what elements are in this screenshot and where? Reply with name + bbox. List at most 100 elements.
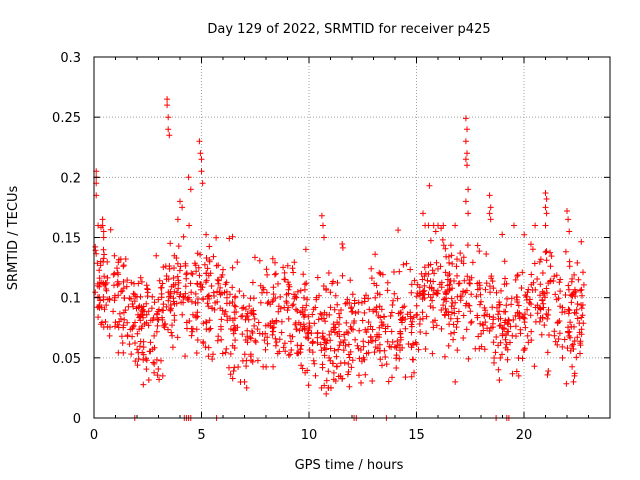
data-point	[427, 278, 434, 285]
data-point	[243, 313, 250, 320]
data-point	[132, 319, 138, 326]
data-point	[517, 326, 524, 333]
data-point	[366, 306, 373, 313]
data-point	[111, 292, 118, 299]
data-point	[579, 302, 586, 308]
data-point	[580, 281, 587, 288]
data-point	[410, 314, 417, 321]
data-point	[293, 326, 300, 333]
data-point	[365, 339, 372, 346]
data-point	[449, 260, 456, 267]
data-point	[203, 319, 210, 326]
data-point	[442, 305, 449, 312]
data-point	[175, 243, 182, 250]
data-point	[122, 307, 129, 314]
data-point	[302, 246, 309, 253]
data-point	[203, 231, 210, 238]
data-point	[166, 293, 173, 300]
data-point	[553, 272, 560, 279]
data-point	[574, 259, 581, 266]
data-point	[348, 305, 354, 312]
data-point	[197, 251, 204, 258]
data-point	[515, 302, 522, 309]
data-point	[321, 352, 328, 359]
data-point	[160, 264, 167, 271]
data-point	[145, 308, 152, 315]
data-point	[112, 323, 118, 330]
data-point	[507, 339, 513, 346]
data-point	[359, 317, 366, 324]
data-point	[159, 314, 165, 321]
data-point	[363, 292, 369, 299]
data-point	[463, 326, 470, 333]
data-point	[171, 317, 178, 324]
data-point	[183, 319, 190, 326]
data-point	[457, 250, 464, 257]
data-point	[126, 295, 133, 302]
data-point	[342, 300, 349, 307]
data-point	[578, 326, 585, 333]
data-point	[124, 277, 131, 284]
data-point	[496, 322, 503, 329]
data-point	[509, 370, 516, 377]
data-point	[179, 311, 186, 318]
data-point	[487, 289, 494, 296]
data-point	[243, 363, 250, 370]
data-point	[400, 261, 407, 268]
data-point	[289, 302, 296, 309]
data-point	[158, 284, 165, 291]
data-point	[345, 360, 352, 367]
data-point	[158, 357, 164, 364]
data-point	[306, 320, 313, 327]
data-point	[501, 258, 508, 265]
data-point	[217, 305, 224, 312]
data-point	[444, 282, 451, 289]
data-point	[356, 327, 363, 334]
data-point	[411, 369, 417, 376]
data-point	[498, 287, 504, 294]
data-point	[503, 341, 510, 348]
data-point	[395, 310, 402, 317]
data-point	[323, 377, 330, 384]
data-point	[563, 380, 570, 387]
data-point	[232, 337, 239, 344]
data-point	[570, 378, 577, 385]
data-point	[573, 310, 580, 317]
data-point	[557, 276, 564, 283]
data-point	[247, 351, 254, 358]
data-point	[473, 293, 480, 300]
data-point	[522, 324, 529, 331]
data-point	[341, 359, 348, 366]
data-point	[381, 347, 388, 354]
data-point	[134, 330, 141, 337]
data-point	[429, 267, 436, 274]
data-point	[114, 269, 121, 276]
data-point	[569, 363, 576, 370]
data-point	[478, 298, 484, 305]
data-point	[383, 361, 390, 368]
data-point	[340, 339, 347, 346]
data-point	[293, 350, 300, 357]
data-point	[479, 321, 486, 328]
data-point	[272, 342, 279, 349]
data-point	[580, 269, 586, 276]
data-point	[132, 358, 139, 365]
data-point	[509, 332, 516, 339]
data-point	[170, 275, 177, 281]
data-point	[238, 313, 245, 320]
x-tick-label: 10	[301, 428, 318, 443]
data-point	[502, 275, 508, 282]
data-point	[160, 322, 167, 329]
data-point	[204, 265, 211, 272]
data-point	[172, 281, 179, 288]
data-point	[188, 332, 195, 339]
x-tick-label: 0	[90, 428, 98, 443]
data-point	[320, 222, 326, 229]
data-point	[442, 289, 449, 295]
data-point	[301, 281, 308, 288]
data-point	[451, 329, 458, 336]
data-point	[305, 382, 312, 389]
data-point	[355, 299, 362, 306]
data-point	[545, 312, 552, 318]
data-point	[122, 256, 129, 262]
